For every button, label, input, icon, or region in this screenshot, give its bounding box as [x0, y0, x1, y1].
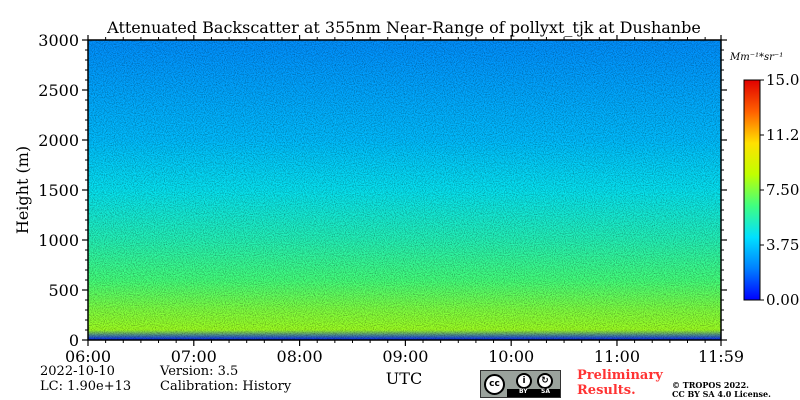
x-tick-label: 10:00 — [488, 347, 534, 366]
y-tick-label: 0 — [69, 331, 79, 350]
x-tick-label: 09:00 — [382, 347, 428, 366]
y-axis-label: Height (m) — [13, 146, 32, 234]
version-label: Version: 3.5 — [160, 364, 239, 379]
colorbar: 0.00 3.75 7.50 11.25 15.00 — [743, 71, 800, 309]
lc-label: LC: 1.90e+13 — [40, 379, 132, 394]
badge-sa-label: SA — [541, 388, 550, 395]
x-tick-label: 07:00 — [171, 347, 217, 366]
badge-by-label: BY — [519, 388, 528, 395]
results-notice: Results. — [577, 383, 636, 398]
axes: 06:00 07:00 08:00 09:00 10:00 11:00 11:59 0 500 1… — [38, 31, 744, 366]
heatmap-noise — [88, 40, 721, 340]
x-tick-label: 11:59 — [698, 347, 744, 366]
plot-area — [88, 40, 721, 340]
copyright-line: © TROPOS 2022. — [672, 380, 749, 390]
colorbar-tick-label: 7.50 — [766, 181, 799, 199]
chart-title: Attenuated Backscatter at 355nm Near-Ran… — [106, 18, 701, 37]
license-line: CC BY SA 4.0 License. — [672, 389, 771, 399]
colorbar-tick-label: 0.00 — [766, 291, 799, 309]
colorbar-tick-label: 11.25 — [766, 126, 800, 144]
colorbar-scale — [743, 79, 761, 301]
date-label: 2022-10-10 — [40, 364, 115, 379]
y-tick-label: 2500 — [38, 81, 79, 100]
x-tick-label: 08:00 — [277, 347, 323, 366]
y-tick-label: 500 — [48, 281, 79, 300]
person-icon: i — [516, 373, 532, 389]
colorbar-unit: Mm⁻¹*sr⁻¹ — [729, 52, 783, 63]
preliminary-notice: Preliminary — [577, 368, 663, 383]
x-tick-label: 11:00 — [594, 347, 640, 366]
x-axis-label: UTC — [386, 369, 422, 388]
y-tick-label: 2000 — [38, 131, 79, 150]
calibration-label: Calibration: History — [160, 379, 292, 394]
y-tick-label: 1000 — [38, 231, 79, 250]
colorbar-tick-label: 15.00 — [766, 71, 800, 89]
y-tick-label: 1500 — [38, 181, 79, 200]
colorbar-tick-label: 3.75 — [766, 236, 799, 254]
share-alike-icon: ↻ — [537, 373, 553, 389]
cc-icon: cc — [484, 374, 505, 395]
cc-license-badge: cc i ↻ BY SA — [480, 370, 561, 398]
x-tick-label: 06:00 — [65, 347, 111, 366]
y-tick-label: 3000 — [38, 31, 79, 50]
